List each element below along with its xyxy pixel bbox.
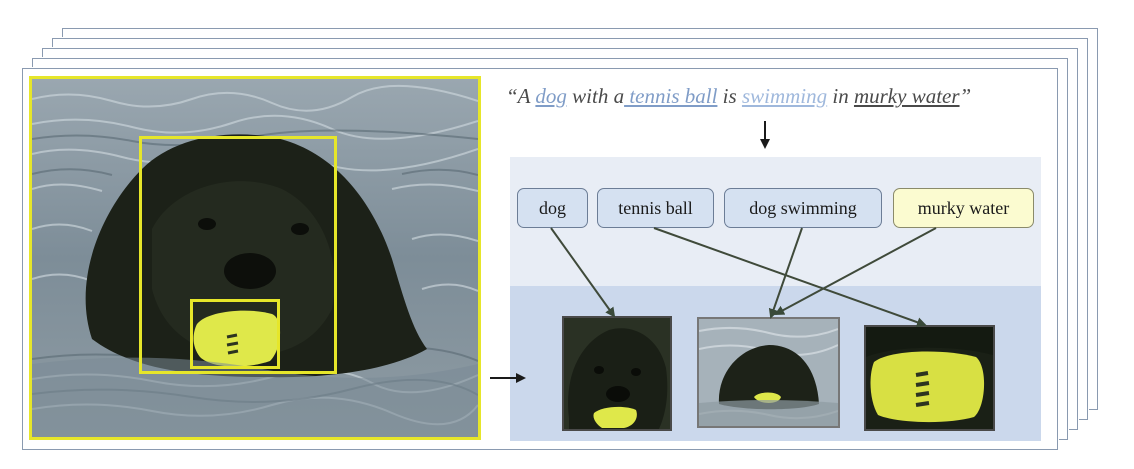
caption-phrase-tennis-ball: tennis ball — [624, 84, 718, 108]
phrase-chip-label: tennis ball — [618, 197, 693, 218]
bbox-tennis-ball — [190, 299, 280, 369]
phrase-chip-murky-water: murky water — [893, 188, 1034, 228]
caption-mid-2: is — [717, 84, 742, 108]
link-tennis-ball — [653, 227, 927, 328]
phrase-chip-label: dog swimming — [749, 197, 857, 218]
link-dog — [550, 227, 616, 318]
caption-open: “A — [506, 84, 536, 108]
bbox-dog — [139, 136, 337, 374]
caption-phrase-dog: dog — [535, 84, 567, 108]
caption-mid-1: with a — [566, 84, 625, 108]
region-crop-tennis-ball — [864, 325, 995, 431]
caption-phrase-murky-water: murky water — [853, 84, 960, 108]
region-crop-dog — [562, 316, 672, 431]
caption-close: ” — [959, 84, 972, 108]
link-murky-water — [774, 227, 937, 315]
link-dog-swimming — [768, 227, 803, 319]
phrase-chip-label: murky water — [917, 197, 1010, 218]
phrase-chip-label: dog — [539, 197, 566, 218]
phrase-chip-dog: dog — [517, 188, 588, 228]
caption-sentence: “A dog with a tennis ball is swimming in… — [506, 84, 1046, 109]
phrase-chip-dog-swimming: dog swimming — [724, 188, 882, 228]
caption-mid-3: in — [827, 84, 854, 108]
caption-phrase-swimming: swimming — [741, 84, 828, 108]
source-photo — [29, 76, 481, 440]
phrase-chip-tennis-ball: tennis ball — [597, 188, 714, 228]
region-crop-dog-swimming — [697, 317, 840, 428]
